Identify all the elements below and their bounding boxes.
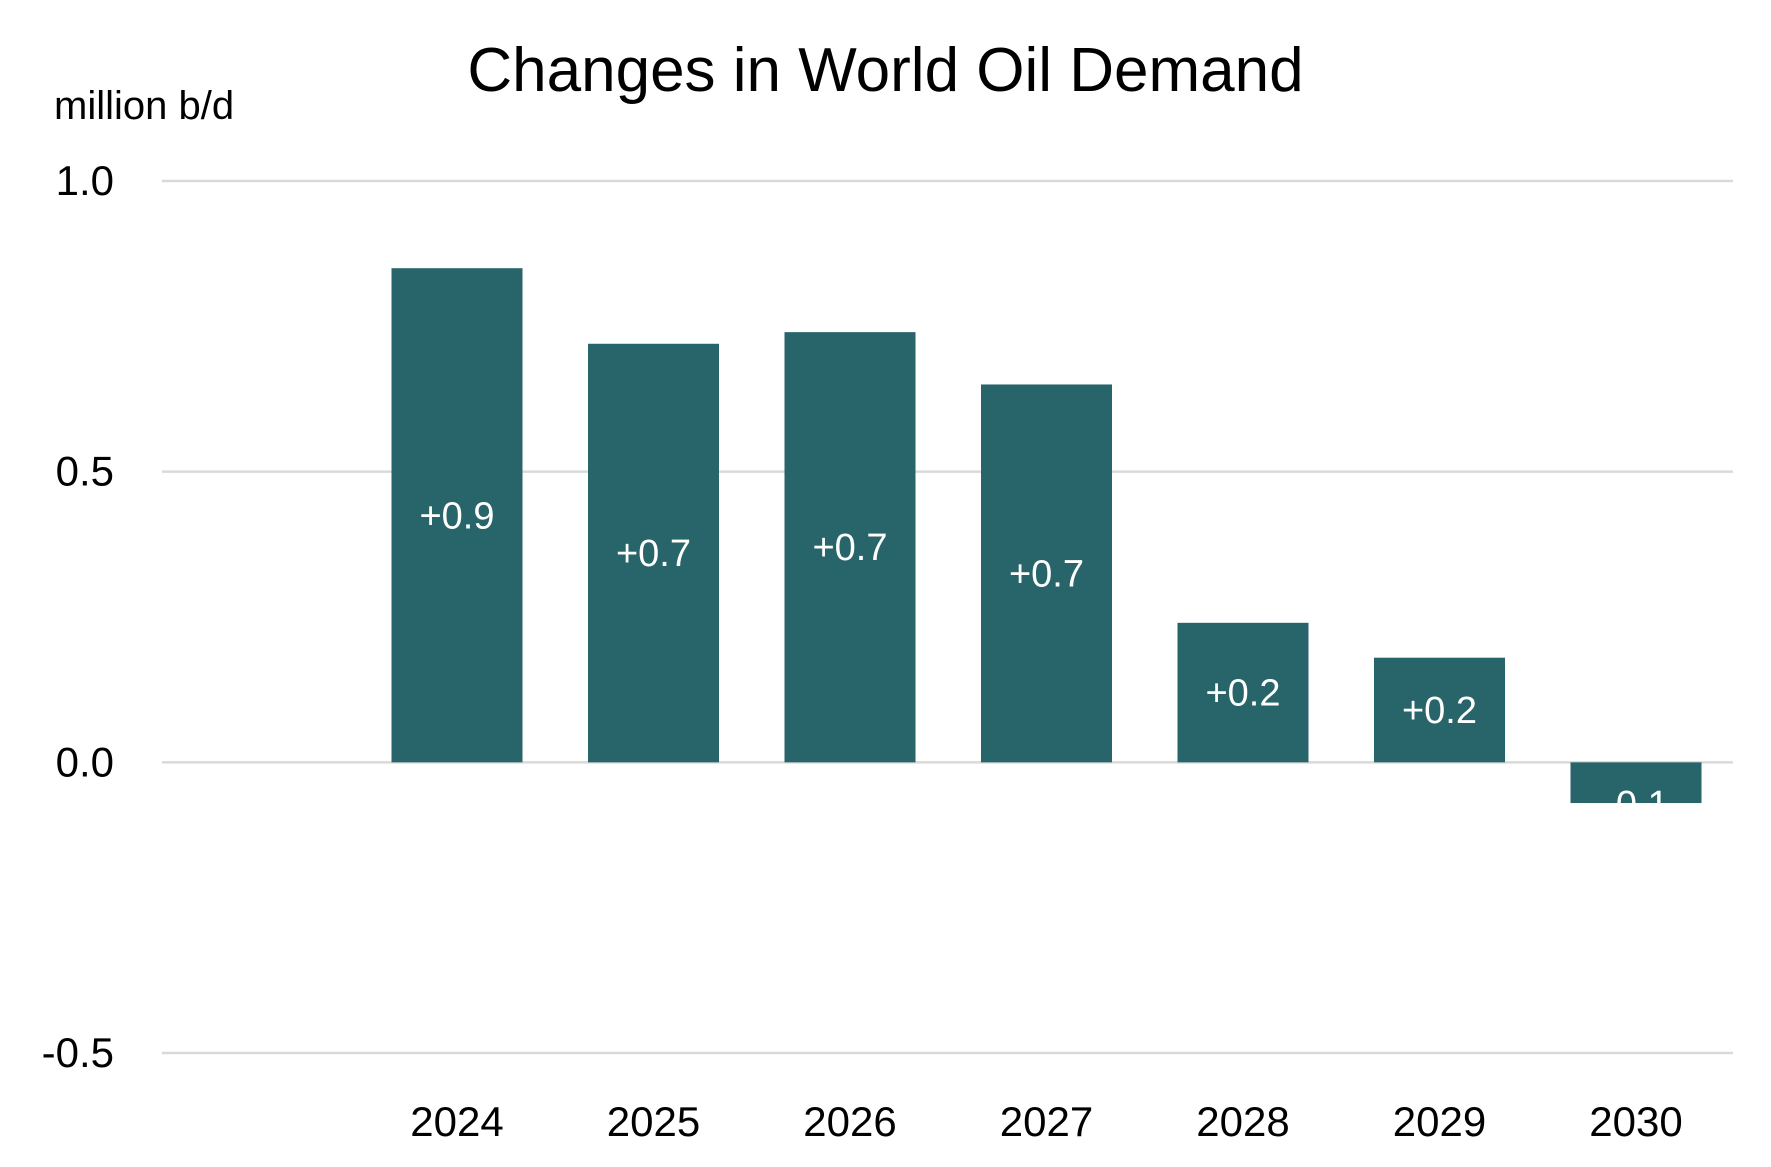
x-tick-label: 2024	[410, 1098, 503, 1145]
x-tick-label: 2030	[1589, 1098, 1682, 1145]
y-tick-label: 0.0	[56, 738, 114, 785]
y-tick-label: -0.5	[42, 1029, 114, 1076]
bar-data-label: +0.2	[1402, 690, 1477, 732]
x-tick-label: 2029	[1393, 1098, 1486, 1145]
bar	[1177, 622, 1309, 763]
bar-data-label: +0.2	[1205, 673, 1280, 715]
y-axis-unit-label: million b/d	[54, 84, 235, 128]
bar	[588, 343, 719, 763]
y-tick-label: 0.5	[56, 448, 114, 495]
bar	[981, 384, 1112, 763]
x-tick-label: 2027	[1000, 1098, 1093, 1145]
bar	[1570, 762, 1702, 804]
bar-data-label: -0.1	[1603, 784, 1668, 826]
y-tick-label: 1.0	[56, 157, 114, 204]
bar	[784, 332, 916, 763]
bar	[1374, 657, 1505, 763]
bars	[391, 268, 1702, 804]
bar-data-labels: +0.9 +0.7 +0.7 +0.7 +0.2 +0.2 -0.1	[419, 495, 1668, 826]
bar-data-label: +0.7	[616, 533, 691, 575]
bar-data-label: +0.7	[1009, 553, 1084, 595]
bar-data-label: +0.7	[812, 527, 887, 569]
y-tick-labels: 1.0 0.5 0.0 -0.5	[42, 157, 114, 1076]
x-tick-label: 2026	[803, 1098, 896, 1145]
chart-title: Changes in World Oil Demand	[467, 36, 1304, 105]
bar	[391, 268, 523, 763]
x-tick-label: 2028	[1196, 1098, 1289, 1145]
x-tick-labels: 2024 2025 2026 2027 2028 2029 2030	[410, 1098, 1682, 1145]
bar-data-label: +0.9	[419, 495, 494, 537]
x-tick-label: 2025	[607, 1098, 700, 1145]
